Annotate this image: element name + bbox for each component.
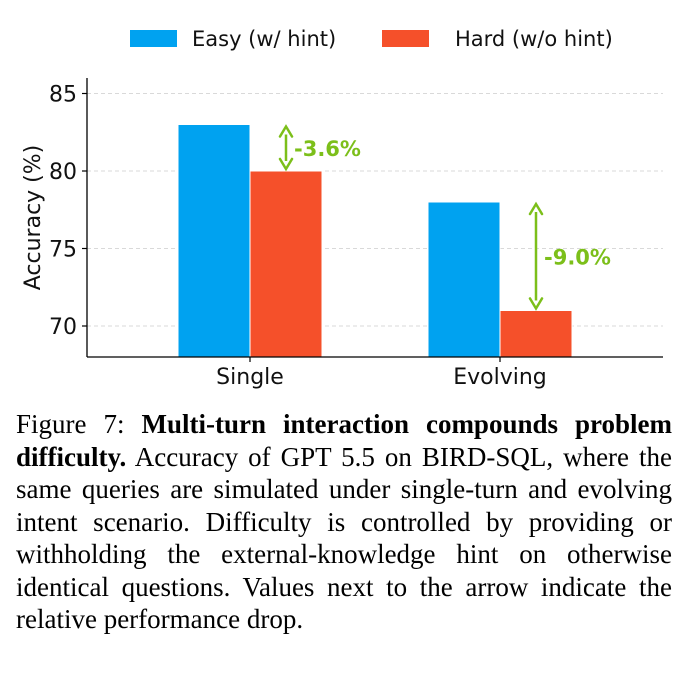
legend: Easy (w/ hint) Hard (w/o hint)	[130, 27, 613, 51]
drop-arrow-head-bottom-1	[528, 297, 544, 311]
legend-label-0: Easy (w/ hint)	[192, 27, 336, 51]
figure-label: Figure 7:	[16, 409, 125, 439]
legend-swatch-1	[382, 30, 429, 47]
legend-swatch-0	[130, 30, 177, 47]
grid-lines	[87, 93, 663, 327]
y-axis-label: Accuracy (%)	[21, 145, 46, 291]
y-tick-label-3: 85	[49, 83, 77, 108]
drop-label-1: -9.0%	[544, 245, 611, 269]
caption-title: Multi-turn interaction compounds problem…	[16, 409, 673, 472]
figure-caption: Figure 7: Multi-turn interaction compoun…	[16, 408, 672, 636]
drop-arrow-head-top-1	[528, 201, 544, 216]
drop-label-0: -3.6%	[294, 137, 361, 161]
bar-chart: Easy (w/ hint) Hard (w/o hint) 70 75 80 85 Si…	[21, 27, 663, 390]
x-tick-label-1: Evolving	[453, 365, 547, 390]
bar-1-1	[499, 310, 573, 358]
legend-label-1: Hard (w/o hint)	[455, 27, 613, 51]
y-tick-label-0: 70	[49, 315, 77, 340]
drop-arrow-head-bottom-0	[278, 157, 294, 172]
y-tick-label-1: 75	[49, 238, 77, 263]
axes: 70 75 80 85 Single Evolving Accuracy (%)	[21, 78, 663, 390]
bar-1-0	[249, 170, 323, 358]
drop-annotations: -3.6% -9.0%	[278, 124, 611, 311]
bar-0-0	[177, 124, 251, 358]
bar-0-1	[427, 201, 501, 358]
drop-arrow-head-top-0	[278, 124, 294, 138]
caption-body: Accuracy of GPT 5.5 on BIRD-SQL, where t…	[16, 441, 672, 635]
x-tick-label-0: Single	[216, 365, 284, 390]
bars	[177, 124, 573, 358]
y-tick-label-2: 80	[49, 160, 77, 185]
